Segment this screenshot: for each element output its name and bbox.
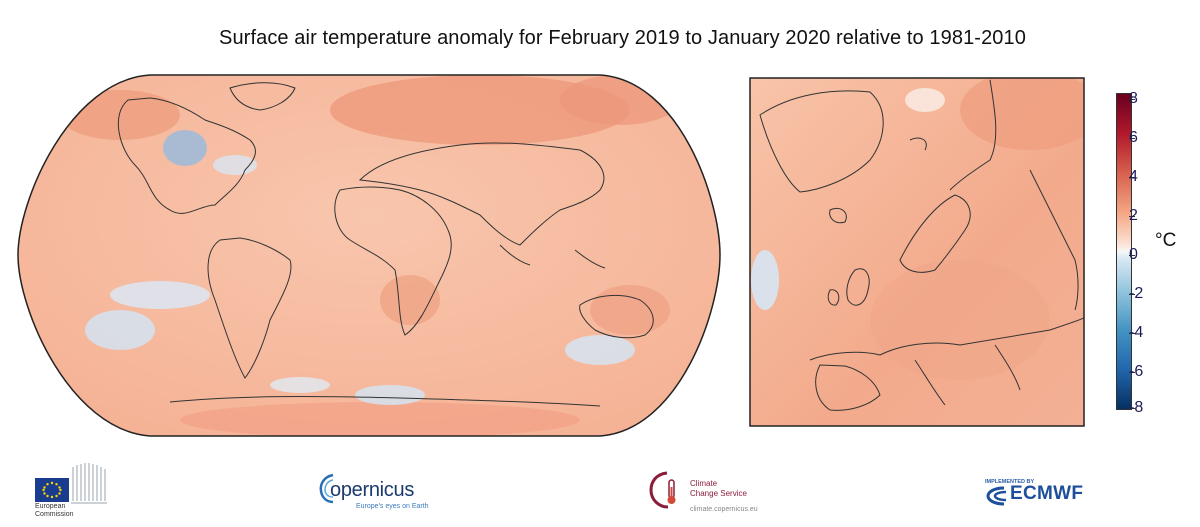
colorbar-tick — [1129, 372, 1135, 373]
chart-title: Surface air temperature anomaly for Febr… — [219, 27, 1026, 49]
colorbar-tick-label: 4 — [1129, 168, 1138, 185]
colorbar-tick — [1129, 177, 1135, 178]
c3s-name: Climate Change Service — [690, 479, 747, 499]
ec-logo-text: European Commission — [35, 503, 74, 519]
europe-map-frame — [749, 77, 1085, 427]
c3s-name-line1: Climate — [690, 479, 718, 488]
copernicus-tagline: Europe's eyes on Earth — [356, 503, 429, 510]
world-map-frame — [17, 74, 721, 437]
colorbar-tick — [1129, 99, 1135, 100]
copernicus-wordmark: opernicus — [330, 479, 415, 501]
colorbar-tick — [1129, 255, 1135, 256]
colorbar-tick — [1129, 294, 1135, 295]
ec-logo-line1: European — [35, 503, 66, 510]
ecmwf-wordmark: ECMWF — [1010, 483, 1084, 504]
colorbar-tick-label: -6 — [1129, 363, 1144, 380]
c3s-url: climate.copernicus.eu — [690, 506, 758, 513]
colorbar-tick-label: -4 — [1129, 324, 1144, 341]
colorbar — [1116, 93, 1132, 410]
colorbar-tick — [1129, 216, 1135, 217]
ec-logo-line2: Commission — [35, 511, 74, 518]
colorbar-tick-label: 8 — [1129, 90, 1138, 107]
c3s-name-line2: Change Service — [690, 489, 747, 498]
colorbar-tick-label: -2 — [1129, 285, 1144, 302]
berlaymont-building-icon — [71, 463, 107, 504]
colorbar-tick-label: 0 — [1129, 246, 1138, 263]
copernicus-c-icon — [319, 473, 334, 504]
colorbar-tick — [1129, 138, 1135, 139]
colorbar-unit: °C — [1155, 230, 1177, 251]
ecmwf-wave-icon — [986, 486, 1007, 506]
colorbar-tick-label: 6 — [1129, 129, 1138, 146]
eu-stars-icon — [42, 481, 62, 499]
thermometer-icon — [649, 471, 676, 509]
colorbar-tick-label: 2 — [1129, 207, 1138, 224]
ecmwf-implemented-by: IMPLEMENTED BY — [985, 479, 1035, 485]
colorbar-tick — [1129, 333, 1135, 334]
colorbar-tick — [1129, 408, 1135, 409]
colorbar-tick-label: -8 — [1129, 399, 1144, 416]
